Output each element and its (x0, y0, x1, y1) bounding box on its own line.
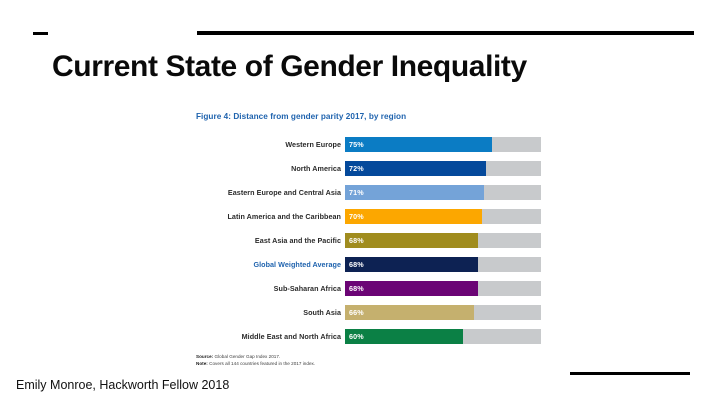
source-label: Source: (196, 354, 214, 359)
chart-bar-value: 75% (349, 140, 364, 149)
chart-bar-fill (345, 281, 479, 296)
chart-bar-value: 70% (349, 212, 364, 221)
source-text: Global Gender Gap Index 2017. (213, 354, 281, 359)
chart-bar-track: 66% (345, 305, 541, 320)
top-header-rule (197, 31, 694, 35)
chart-bar-value: 66% (349, 308, 364, 317)
chart-bar-value: 68% (349, 236, 364, 245)
chart-row-label: Global Weighted Average (253, 260, 341, 269)
chart-bar-fill (345, 257, 479, 272)
chart-row: Western Europe 75% (196, 137, 556, 152)
chart-bar-value: 68% (349, 284, 364, 293)
chart-bar-fill (345, 185, 485, 200)
figure-caption: Figure 4: Distance from gender parity 20… (196, 112, 407, 121)
figure-container: Figure 4: Distance from gender parity 20… (196, 112, 556, 367)
chart-row-label: Middle East and North Africa (241, 332, 341, 341)
figure-source-line: Source: Global Gender Gap Index 2017. (196, 353, 556, 360)
chart-row: Sub-Saharan Africa 68% (196, 281, 556, 296)
chart-row: East Asia and the Pacific 68% (196, 233, 556, 248)
bar-chart: Western Europe 75% North America 72% Eastern… (196, 137, 556, 344)
chart-bar-value: 72% (349, 164, 364, 173)
chart-row-label: Eastern Europe and Central Asia (227, 188, 341, 197)
chart-bar-fill (345, 137, 492, 152)
chart-row-label: Sub-Saharan Africa (273, 284, 341, 293)
chart-bar-value: 60% (349, 332, 364, 341)
figure-notes: Source: Global Gender Gap Index 2017. No… (196, 353, 556, 367)
bottom-right-rule (570, 372, 690, 375)
chart-bar-value: 68% (349, 260, 364, 269)
chart-bar-track: 70% (345, 209, 541, 224)
page-title: Current State of Gender Inequality (52, 50, 527, 83)
chart-bar-fill (345, 329, 463, 344)
chart-bar-value: 71% (349, 188, 364, 197)
chart-bar-fill (345, 233, 479, 248)
chart-bar-track: 68% (345, 233, 541, 248)
chart-bar-fill (345, 305, 475, 320)
slide-footer: Emily Monroe, Hackworth Fellow 2018 (16, 378, 230, 392)
note-label: Note: (196, 361, 208, 367)
chart-row: Eastern Europe and Central Asia 71% (196, 185, 556, 200)
chart-bar-fill (345, 209, 483, 224)
chart-row: South Asia 66% (196, 305, 556, 320)
chart-row: Global Weighted Average 68% (196, 257, 556, 272)
chart-bar-fill (345, 161, 487, 176)
chart-row-label: South Asia (303, 308, 341, 317)
chart-bar-track: 60% (345, 329, 541, 344)
top-left-dash-rule (33, 32, 48, 35)
chart-row: Middle East and North Africa 60% (196, 329, 556, 344)
chart-row-label: Latin America and the Caribbean (227, 212, 341, 221)
chart-bar-track: 68% (345, 281, 541, 296)
chart-row-label: North America (291, 164, 341, 173)
chart-bar-track: 75% (345, 137, 541, 152)
figure-note-line: Note: Covers all 144 countries featured … (196, 360, 556, 367)
chart-bar-track: 72% (345, 161, 541, 176)
chart-bar-track: 68% (345, 257, 541, 272)
chart-row: North America 72% (196, 161, 556, 176)
note-text: Covers all 144 countries featured in the… (207, 361, 316, 367)
chart-bar-track: 71% (345, 185, 541, 200)
chart-row: Latin America and the Caribbean 70% (196, 209, 556, 224)
chart-row-label: Western Europe (285, 140, 341, 149)
chart-row-label: East Asia and the Pacific (254, 236, 341, 245)
